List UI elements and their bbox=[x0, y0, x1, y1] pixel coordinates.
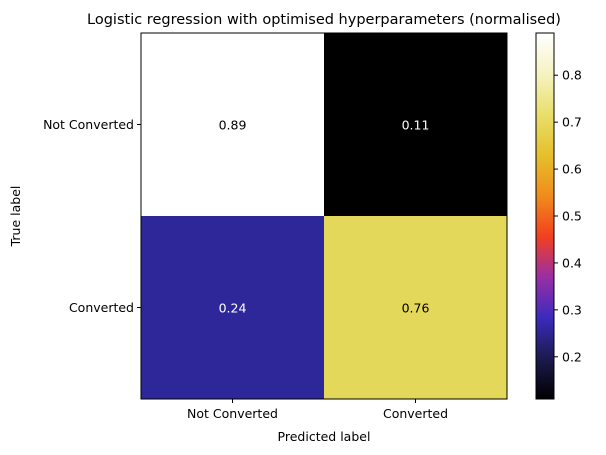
heatmap-cells: 0.89 0.11 0.24 0.76 bbox=[141, 33, 507, 399]
y-tick-label: Converted bbox=[69, 300, 134, 315]
heatmap-cell bbox=[141, 33, 324, 216]
cell-value-label: 0.11 bbox=[402, 118, 430, 133]
colorbar bbox=[535, 32, 555, 400]
x-axis: Not Converted Converted bbox=[187, 399, 448, 421]
plot-frame bbox=[140, 32, 508, 400]
cell-value-label: 0.24 bbox=[219, 301, 247, 316]
colorbar-ticks: 0.2 0.3 0.4 0.5 0.6 0.7 0.8 bbox=[554, 68, 582, 364]
heatmap-cell bbox=[324, 216, 507, 399]
heatmap-cell bbox=[141, 216, 324, 399]
colorbar-tick-label: 0.8 bbox=[562, 68, 582, 83]
heatmap-cell bbox=[324, 33, 507, 216]
x-tick-label: Not Converted bbox=[187, 406, 278, 421]
y-axis-label: True label bbox=[8, 186, 23, 248]
cell-value-label: 0.89 bbox=[219, 118, 247, 133]
colorbar-tick-label: 0.2 bbox=[562, 349, 582, 364]
chart-title: Logistic regression with optimised hyper… bbox=[87, 12, 561, 28]
y-tick-label: Not Converted bbox=[43, 117, 134, 132]
cell-value-label: 0.76 bbox=[402, 301, 430, 316]
colorbar-tick-label: 0.3 bbox=[562, 302, 582, 317]
y-axis: Not Converted Converted bbox=[43, 117, 141, 315]
x-axis-label: Predicted label bbox=[278, 429, 371, 444]
colorbar-tick-label: 0.4 bbox=[562, 255, 582, 270]
x-tick-label: Converted bbox=[383, 406, 448, 421]
colorbar-tick-label: 0.5 bbox=[562, 209, 582, 224]
colorbar-tick-label: 0.6 bbox=[562, 162, 582, 177]
colorbar-tick-label: 0.7 bbox=[562, 115, 582, 130]
